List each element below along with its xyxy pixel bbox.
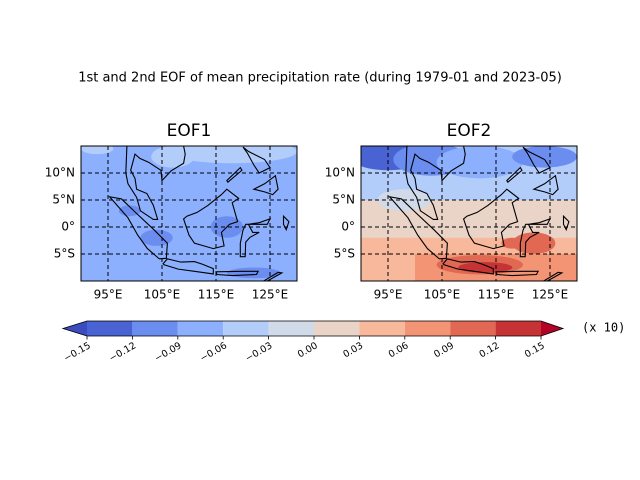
colorbar-segment bbox=[223, 321, 269, 336]
colorbar-tick-label: 0.15 bbox=[523, 340, 547, 360]
x-tick-label: 125°E bbox=[252, 288, 289, 302]
x-tick-label: 95°E bbox=[374, 288, 403, 302]
x-tick-label: 95°E bbox=[94, 288, 123, 302]
colorbar-tick-label: −0.09 bbox=[153, 340, 184, 364]
map-layer bbox=[81, 146, 297, 281]
x-tick-label: 125°E bbox=[532, 288, 569, 302]
colorbar-multiplier: (x 10) bbox=[582, 321, 625, 335]
colorbar-tick-label: 0.00 bbox=[296, 340, 320, 360]
colorbar-over bbox=[541, 321, 563, 336]
colorbar-under bbox=[63, 321, 87, 336]
field bbox=[81, 146, 297, 281]
y-tick-label: 10°N bbox=[45, 166, 75, 180]
colorbar-segment bbox=[132, 321, 178, 336]
colorbar-tick-label: −0.06 bbox=[198, 340, 229, 364]
y-tick-label: 10°N bbox=[325, 166, 355, 180]
panel-title: EOF2 bbox=[447, 121, 492, 141]
y-tick-label: 0° bbox=[61, 220, 75, 234]
panel-title: EOF1 bbox=[167, 121, 212, 141]
x-tick-label: 105°E bbox=[144, 288, 181, 302]
colorbar-segment bbox=[495, 321, 541, 336]
colorbar-tick-label: 0.03 bbox=[341, 340, 365, 360]
map-panel bbox=[361, 146, 577, 281]
y-tick-label: 5°S bbox=[334, 247, 355, 261]
colorbar-segment bbox=[177, 321, 224, 336]
x-tick-label: 105°E bbox=[424, 288, 461, 302]
x-tick-label: 115°E bbox=[198, 288, 235, 302]
x-tick-label: 115°E bbox=[478, 288, 515, 302]
colorbar-tick-label: −0.03 bbox=[244, 340, 275, 364]
colorbar-tick-label: 0.06 bbox=[387, 340, 411, 360]
colorbar-segment bbox=[314, 321, 360, 336]
y-tick-label: 5°N bbox=[332, 193, 355, 207]
axes-frame bbox=[360, 145, 578, 282]
colorbar-tick-label: −0.15 bbox=[62, 340, 93, 364]
colorbar-tick-label: −0.12 bbox=[107, 340, 138, 364]
y-tick-label: 5°S bbox=[54, 247, 75, 261]
figure-title: 1st and 2nd EOF of mean precipitation ra… bbox=[78, 71, 562, 86]
colorbar-segment bbox=[359, 321, 405, 336]
y-tick-label: 5°N bbox=[52, 193, 75, 207]
field bbox=[361, 146, 577, 281]
colorbar-segment bbox=[450, 321, 496, 336]
colorbar-segment bbox=[404, 321, 451, 336]
map-panel bbox=[81, 146, 297, 281]
colorbar-segment bbox=[268, 321, 314, 336]
colorbar-tick-label: 0.09 bbox=[432, 340, 456, 360]
y-tick-label: 0° bbox=[341, 220, 355, 234]
axes-frame bbox=[80, 145, 298, 282]
colorbar-segment bbox=[87, 321, 133, 336]
colorbar-tick-label: 0.12 bbox=[478, 340, 502, 360]
map-layer bbox=[361, 146, 577, 281]
